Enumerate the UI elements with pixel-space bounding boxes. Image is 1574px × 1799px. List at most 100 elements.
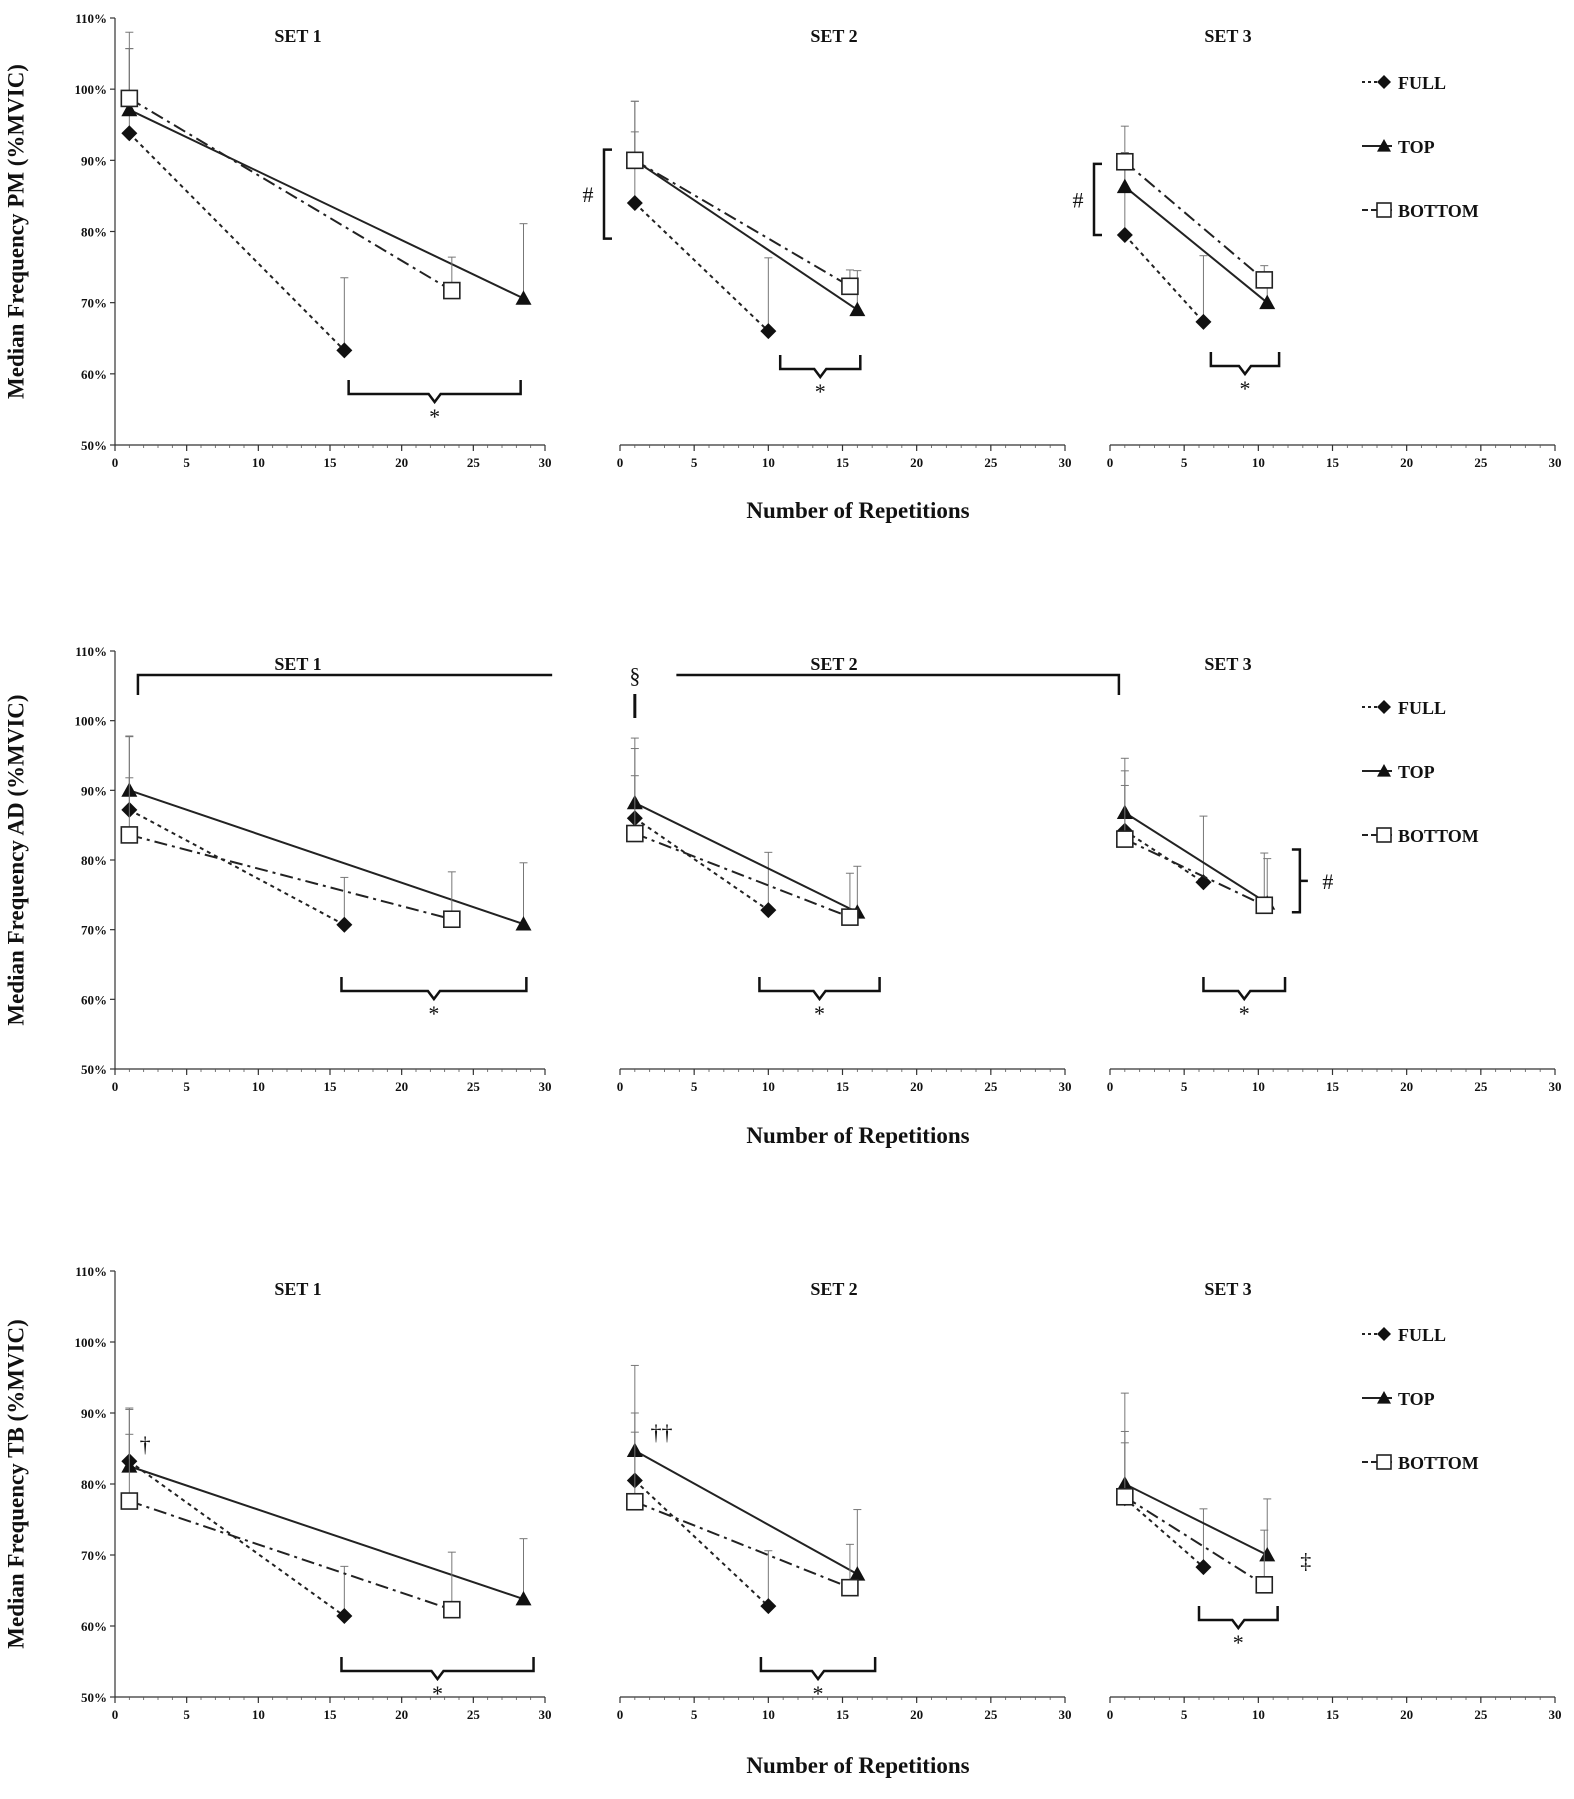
data-point-bottom bbox=[841, 277, 859, 296]
section-mark: § bbox=[629, 663, 640, 688]
hash-mark: # bbox=[1322, 869, 1333, 894]
y-tick-label: 100% bbox=[75, 714, 108, 729]
hash-mark: # bbox=[583, 182, 594, 207]
x-tick-label: 15 bbox=[324, 1707, 338, 1722]
data-point-bottom bbox=[841, 1578, 859, 1597]
panel-ad-set1: 0 5 10 15 20 25 30 SET 1 * bbox=[112, 654, 552, 1094]
set-title: SET 1 bbox=[274, 26, 321, 46]
series-line bbox=[128, 97, 453, 292]
data-point-top bbox=[515, 290, 532, 305]
y-tick-label: 70% bbox=[81, 1548, 107, 1563]
legend-marker bbox=[1377, 1391, 1391, 1404]
x-tick-label: 10 bbox=[762, 1079, 775, 1094]
series-bottom bbox=[120, 777, 461, 929]
x-tick-label: 25 bbox=[1474, 455, 1488, 470]
x-tick-label: 20 bbox=[395, 1079, 408, 1094]
data-point-bottom bbox=[1255, 1576, 1274, 1594]
data-point-bottom bbox=[443, 1600, 461, 1619]
x-tick-label: 25 bbox=[984, 1707, 998, 1722]
legend-item-bottom: BOTTOM bbox=[1362, 201, 1479, 221]
significance-brace bbox=[1197, 1606, 1279, 1631]
series-top bbox=[626, 737, 866, 919]
series-line bbox=[1124, 1495, 1265, 1586]
data-point-full bbox=[760, 323, 777, 340]
y-tick-label: 80% bbox=[81, 225, 107, 240]
hash-bracket bbox=[1291, 848, 1308, 914]
significance-asterisk: * bbox=[428, 1001, 439, 1026]
x-axis-label: Number of Repetitions bbox=[746, 1753, 969, 1778]
data-point-full bbox=[760, 1598, 777, 1615]
data-point-full bbox=[336, 342, 353, 359]
y-tick-label: 60% bbox=[81, 367, 107, 382]
series-top bbox=[121, 1408, 532, 1606]
series-bottom bbox=[1116, 1430, 1274, 1594]
series-bottom bbox=[120, 1433, 461, 1619]
series-line bbox=[1124, 838, 1265, 907]
y-tick-label: 60% bbox=[81, 992, 107, 1007]
dagger-mark: ‡ bbox=[1300, 1549, 1311, 1574]
data-point-full bbox=[336, 916, 353, 933]
series-line bbox=[1124, 1483, 1268, 1556]
set-title: SET 3 bbox=[1204, 1279, 1251, 1299]
x-tick-label: 10 bbox=[762, 1707, 775, 1722]
hash-bracket bbox=[1092, 162, 1102, 237]
series-top bbox=[121, 48, 532, 305]
series-bottom bbox=[626, 1431, 859, 1597]
x-tick-label: 30 bbox=[1059, 1707, 1072, 1722]
x-tick-label: 0 bbox=[112, 455, 119, 470]
x-tick-label: 15 bbox=[1326, 1079, 1340, 1094]
hash-bracket bbox=[602, 148, 612, 240]
set-title: SET 3 bbox=[1204, 654, 1251, 674]
y-tick-label: 100% bbox=[75, 82, 108, 97]
x-tick-label: 15 bbox=[836, 1079, 850, 1094]
series-line bbox=[634, 1500, 851, 1589]
x-tick-label: 25 bbox=[467, 455, 481, 470]
significance-brace bbox=[1202, 977, 1287, 1002]
significance-brace bbox=[340, 977, 528, 1002]
y-tick-label: 110% bbox=[75, 1264, 107, 1279]
panel-pm-set3: 0 5 10 15 20 25 30 SET 3 * # bbox=[1073, 26, 1562, 470]
x-tick-label: 20 bbox=[1400, 1079, 1413, 1094]
chart-pm: Median Frequency PM (%MVIC) 50% 60% 70% 80% 9… bbox=[3, 11, 1561, 523]
series-line bbox=[128, 1460, 345, 1617]
series-top bbox=[626, 100, 866, 317]
x-tick-label: 20 bbox=[910, 1079, 923, 1094]
data-point-full bbox=[121, 125, 138, 142]
series-line bbox=[128, 132, 346, 352]
legend-item-bottom: BOTTOM bbox=[1362, 1453, 1479, 1473]
y-tick-label: 100% bbox=[75, 1335, 108, 1350]
legend-marker bbox=[1377, 700, 1391, 714]
significance-asterisk: * bbox=[429, 404, 440, 429]
significance-asterisk: * bbox=[813, 1681, 824, 1706]
set-title: SET 1 bbox=[274, 654, 321, 674]
legend-marker bbox=[1376, 202, 1392, 218]
x-tick-label: 25 bbox=[467, 1707, 481, 1722]
legend: FULL TOP BOTTOM bbox=[1362, 73, 1479, 221]
x-tick-label: 0 bbox=[1107, 455, 1114, 470]
x-tick-label: 25 bbox=[984, 455, 998, 470]
series-line bbox=[129, 789, 524, 926]
panel-pm-set2: 0 5 10 15 20 25 30 SET 2 * # bbox=[583, 26, 1072, 470]
series-line bbox=[634, 832, 851, 919]
series-top bbox=[626, 1364, 866, 1581]
x-tick-label: 5 bbox=[1181, 1079, 1188, 1094]
x-tick-label: 15 bbox=[324, 455, 338, 470]
series-line bbox=[128, 808, 345, 926]
significance-brace bbox=[778, 355, 862, 380]
y-axis-label: Median Frequency AD (%MVIC) bbox=[3, 694, 28, 1025]
x-tick-label: 15 bbox=[836, 1707, 850, 1722]
series-line bbox=[1124, 811, 1268, 905]
data-point-bottom bbox=[443, 910, 461, 929]
x-tick-label: 15 bbox=[324, 1079, 338, 1094]
x-tick-label: 10 bbox=[252, 455, 265, 470]
y-tick-label: 110% bbox=[75, 11, 107, 26]
x-tick-label: 15 bbox=[1326, 1707, 1340, 1722]
x-tick-label: 0 bbox=[112, 1079, 119, 1094]
series-bottom bbox=[1116, 784, 1274, 915]
legend-item-top: TOP bbox=[1362, 1389, 1435, 1409]
significance-asterisk: * bbox=[1239, 1001, 1250, 1026]
series-line bbox=[1124, 185, 1268, 304]
x-tick-label: 30 bbox=[539, 1707, 552, 1722]
x-tick-label: 20 bbox=[395, 1707, 408, 1722]
